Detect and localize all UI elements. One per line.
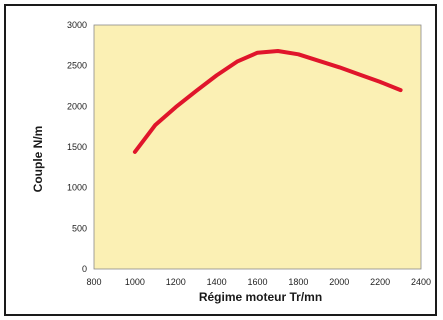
y-axis-title: Couple N/m [31,126,45,193]
y-tick-label: 2500 [67,61,87,71]
torque-series-line [132,49,403,154]
x-tick-label: 2400 [411,277,431,287]
y-tick-label: 1500 [67,142,87,152]
x-tick-label: 1800 [288,277,308,287]
x-tick-label: 800 [86,277,101,287]
x-tick-label: 1600 [247,277,267,287]
y-tick-label: 1000 [67,183,87,193]
y-tick-label: 3000 [67,20,87,30]
y-tick-label: 0 [82,264,87,274]
y-axis-ticks: 0 500 1000 1500 2000 2500 3000 [67,20,87,274]
x-tick-label: 1400 [207,277,227,287]
y-tick-label: 500 [72,223,87,233]
x-tick-label: 1000 [125,277,145,287]
x-tick-label: 2000 [329,277,349,287]
x-tick-label: 2200 [370,277,390,287]
x-axis-ticks: 800 1000 1200 1400 1600 1800 2000 2200 2400 [86,277,431,287]
series-layer [132,49,403,154]
x-axis-title: Régime moteur Tr/mn [199,290,322,304]
x-tick-label: 1200 [166,277,186,287]
plot-area [93,24,422,270]
y-tick-label: 2000 [67,101,87,111]
